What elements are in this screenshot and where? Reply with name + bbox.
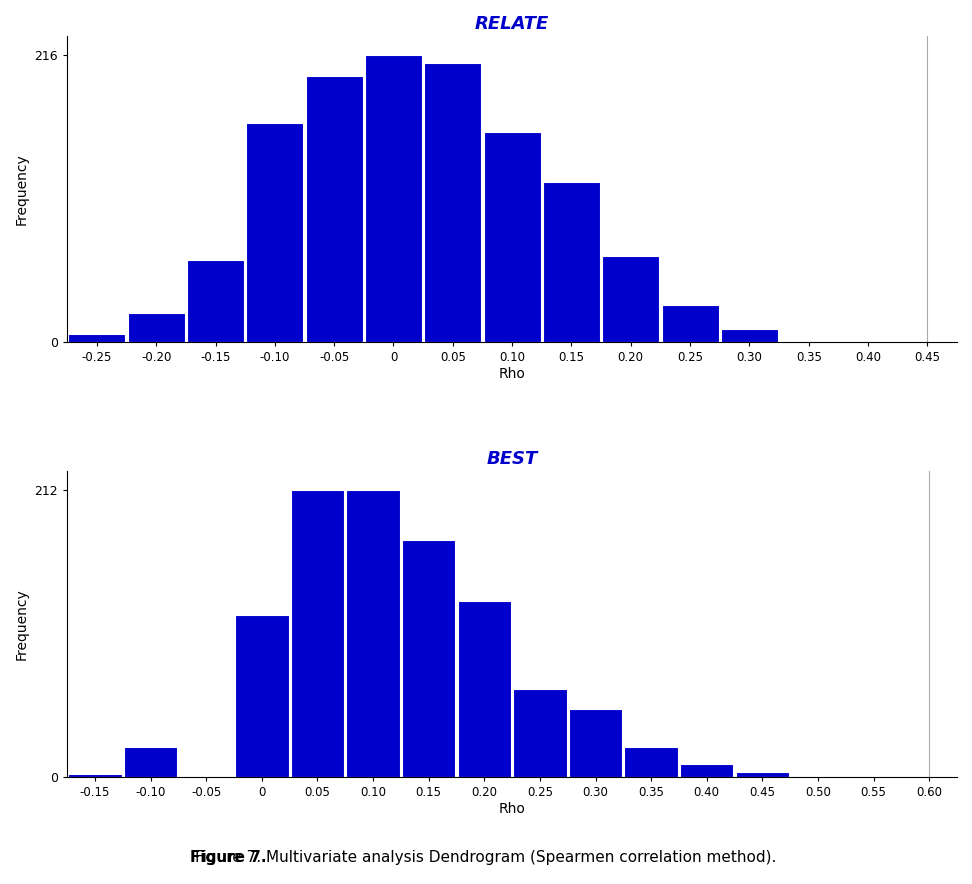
Bar xyxy=(603,255,659,342)
X-axis label: Rho: Rho xyxy=(499,802,526,816)
Bar xyxy=(484,132,540,342)
Bar xyxy=(402,540,455,777)
Bar xyxy=(543,182,600,342)
Bar xyxy=(721,329,778,342)
Bar xyxy=(736,772,789,777)
Bar xyxy=(425,63,481,342)
Bar xyxy=(569,709,622,777)
Bar xyxy=(346,490,399,777)
Title: RELATE: RELATE xyxy=(475,15,549,33)
Bar xyxy=(662,305,718,342)
Bar xyxy=(68,334,125,342)
Y-axis label: Frequency: Frequency xyxy=(15,153,29,225)
Bar xyxy=(513,689,567,777)
Bar xyxy=(624,747,677,777)
Bar xyxy=(365,55,422,342)
Text: Figure 7.: Figure 7. xyxy=(191,850,266,865)
Bar xyxy=(305,76,363,342)
Title: BEST: BEST xyxy=(486,450,538,468)
Bar xyxy=(235,614,289,777)
Bar xyxy=(124,747,177,777)
Text: Figure 7. Multivariate analysis Dendrogram (Spearmen correlation method).: Figure 7. Multivariate analysis Dendrogr… xyxy=(195,850,777,865)
Bar xyxy=(127,313,185,342)
Bar xyxy=(458,601,511,777)
Bar xyxy=(246,123,303,342)
Bar xyxy=(680,764,734,777)
Bar xyxy=(68,774,122,777)
Y-axis label: Frequency: Frequency xyxy=(15,588,29,659)
Bar xyxy=(291,490,344,777)
Bar xyxy=(187,260,244,342)
X-axis label: Rho: Rho xyxy=(499,367,526,381)
